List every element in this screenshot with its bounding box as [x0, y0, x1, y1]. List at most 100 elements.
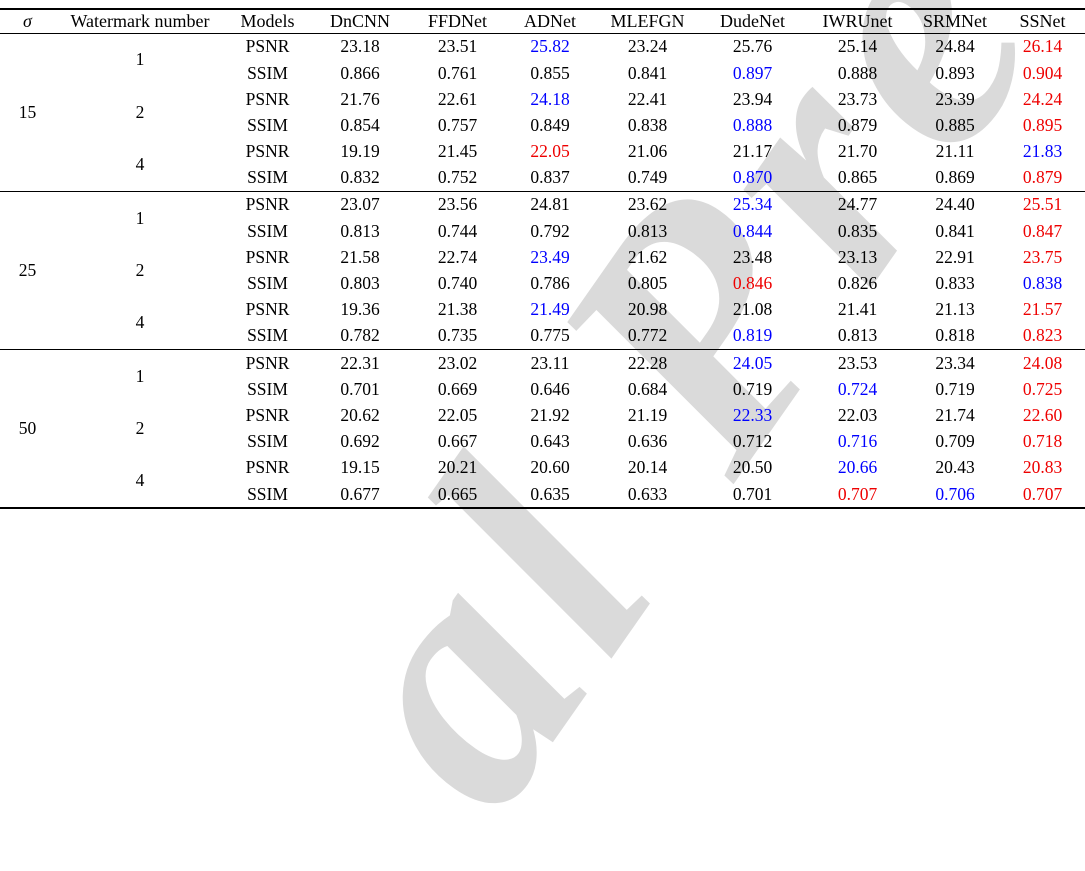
value-cell-srmnet: 0.719	[935, 378, 975, 399]
table-header: σ Watermark number Models DnCNN FFDNet ADNet M…	[0, 10, 1085, 34]
value-cell-srmnet: 20.43	[935, 457, 975, 478]
value-cell-dudenet: 25.34	[732, 194, 773, 215]
column-header-mlefgn: MLEFGN	[595, 10, 700, 34]
value-cell-srmnet: 0.841	[935, 220, 975, 241]
value-cell-dudenet: 20.50	[732, 457, 773, 478]
value-cell-ffdnet: 21.38	[437, 299, 478, 320]
value-cell-iwrunet: 25.14	[837, 36, 878, 57]
value-cell-ffdnet: 22.61	[437, 88, 478, 109]
value-cell-ffdnet: 0.761	[437, 62, 478, 83]
value-cell-dudenet: 0.712	[732, 431, 773, 452]
value-cell-ssnet: 0.707	[1022, 483, 1063, 504]
value-cell-adnet: 0.643	[530, 431, 570, 452]
table-row: 2 PSNR 21.76 22.61 24.18 22.41 23.94 23.73 23.39…	[0, 86, 1085, 121]
value-cell-ssnet: 0.838	[1022, 273, 1063, 294]
value-cell-ssnet: 23.75	[1022, 246, 1063, 267]
value-cell-dudenet: 0.844	[732, 220, 773, 241]
value-cell-srmnet: 0.706	[935, 483, 975, 504]
value-cell-adnet: 0.775	[505, 323, 595, 351]
column-header-dncnn: DnCNN	[310, 10, 410, 34]
value-cell-ssnet: 0.895	[1022, 114, 1063, 135]
value-cell-adnet: 0.792	[530, 220, 570, 241]
watermark-number-value: 4	[55, 296, 225, 351]
value-cell-ffdnet: 0.752	[410, 164, 505, 193]
value-cell-iwrunet: 0.826	[837, 273, 878, 294]
value-cell-srmnet: 0.818	[910, 323, 1000, 351]
value-cell-ssnet: 0.823	[1000, 323, 1085, 351]
value-cell-ssnet: 21.83	[1022, 141, 1063, 162]
table-body: 15 1 PSNR 23.18 23.51 25.82 23.24 25.76 25.14 24.…	[0, 33, 1085, 508]
metric-label: SSIM	[247, 431, 288, 452]
value-cell-adnet: 22.05	[530, 141, 570, 162]
value-cell-dudenet: 25.76	[732, 36, 773, 57]
value-cell-adnet: 23.49	[530, 246, 570, 267]
value-cell-dudenet: 0.870	[700, 164, 805, 193]
metric-label: PSNR	[245, 457, 290, 478]
value-cell-adnet: 0.635	[530, 483, 570, 504]
value-cell-ssnet: 25.51	[1022, 194, 1063, 215]
metric-label: SSIM	[247, 378, 288, 399]
table-row: 25 1 PSNR 23.07 23.56 24.81 23.62 25.34 24.77 24.…	[0, 191, 1085, 351]
value-cell-ffdnet: 20.21	[437, 457, 478, 478]
value-cell-dncnn: 0.782	[310, 323, 410, 351]
value-cell-ssnet: 0.847	[1022, 220, 1063, 241]
value-cell-dncnn: 19.36	[340, 299, 380, 320]
sigma-value: 50	[18, 418, 37, 439]
metric-label: SSIM	[247, 483, 288, 504]
column-header--: σ	[0, 10, 55, 34]
value-cell-srmnet: 22.91	[935, 246, 975, 267]
value-cell-srmnet: 0.885	[935, 114, 975, 135]
value-cell-srmnet: 24.84	[935, 36, 975, 57]
value-cell-ssnet: 0.725	[1022, 378, 1063, 399]
value-cell-mlefgn: 20.98	[627, 299, 668, 320]
column-header-watermark-number: Watermark number	[55, 10, 225, 34]
value-cell-iwrunet: 0.835	[837, 220, 878, 241]
value-cell-mlefgn: 0.636	[627, 431, 668, 452]
value-cell-ssnet: 20.83	[1022, 457, 1063, 478]
watermark-number-value: 2	[135, 101, 145, 122]
value-cell-mlefgn: 21.62	[627, 246, 668, 267]
value-cell-srmnet: 23.39	[935, 88, 975, 109]
value-cell-dudenet: 0.701	[732, 483, 773, 504]
metric-label: SSIM	[247, 62, 288, 83]
value-cell-srmnet: 0.833	[935, 273, 975, 294]
value-cell-iwrunet: 0.707	[837, 483, 878, 504]
table-row: SSIM 0.832 0.752 0.837 0.749 0.870 0.865 0.869 0…	[0, 164, 1085, 193]
value-cell-adnet: 21.92	[530, 404, 570, 425]
value-cell-iwrunet: 0.879	[837, 114, 878, 135]
metric-label: SSIM	[247, 220, 288, 241]
metric-label: PSNR	[245, 194, 290, 215]
metric-label: PSNR	[245, 246, 290, 267]
value-cell-iwrunet: 21.70	[837, 141, 878, 162]
value-cell-mlefgn: 0.838	[627, 114, 668, 135]
value-cell-adnet: 20.60	[530, 457, 570, 478]
value-cell-dncnn: 23.07	[340, 194, 380, 215]
value-cell-dncnn: 19.15	[340, 457, 380, 478]
value-cell-ffdnet: 0.665	[437, 483, 478, 504]
table-row: SSIM 0.854 0.757 0.849 0.838 0.888 0.879 0.885 0…	[0, 113, 1085, 139]
table-row: SSIM 0.782 0.735 0.775 0.772 0.819 0.813 0.818 0…	[0, 323, 1085, 351]
results-table-container: σ Watermark number Models DnCNN FFDNet ADNet M…	[0, 8, 1085, 510]
value-cell-dncnn: 21.58	[340, 246, 380, 267]
value-cell-dudenet: 0.719	[732, 378, 773, 399]
value-cell-dudenet: 23.94	[732, 88, 773, 109]
value-cell-dudenet: 0.888	[732, 114, 773, 135]
watermark-number-value: 1	[135, 207, 145, 228]
table-row: 15 1 PSNR 23.18 23.51 25.82 23.24 25.76 25.14 24.…	[0, 33, 1085, 193]
table-row: 4 PSNR 19.19 21.45 22.05 21.06 21.17 21.70 21.11…	[0, 138, 1085, 193]
value-cell-srmnet: 23.34	[935, 352, 975, 373]
value-cell-dncnn: 22.31	[340, 352, 380, 373]
value-cell-iwrunet: 23.53	[837, 352, 878, 373]
value-cell-dncnn: 21.76	[340, 88, 380, 109]
column-header-ssnet: SSNet	[1000, 10, 1085, 34]
value-cell-iwrunet: 0.888	[837, 62, 878, 83]
value-cell-iwrunet: 0.724	[837, 378, 878, 399]
value-cell-adnet: 21.49	[530, 299, 570, 320]
value-cell-adnet: 25.82	[530, 36, 570, 57]
table-row: 4 PSNR 19.36 21.38 21.49 20.98 21.08 21.41 21.13…	[0, 296, 1085, 351]
watermark-number-value: 4	[55, 138, 225, 193]
metric-label: PSNR	[245, 299, 290, 320]
value-cell-dudenet: 21.17	[732, 141, 773, 162]
watermark-number-value: 2	[135, 418, 145, 439]
table-row: 2 PSNR 21.58 22.74 23.49 21.62 23.48 23.13 22.91…	[0, 245, 1085, 279]
